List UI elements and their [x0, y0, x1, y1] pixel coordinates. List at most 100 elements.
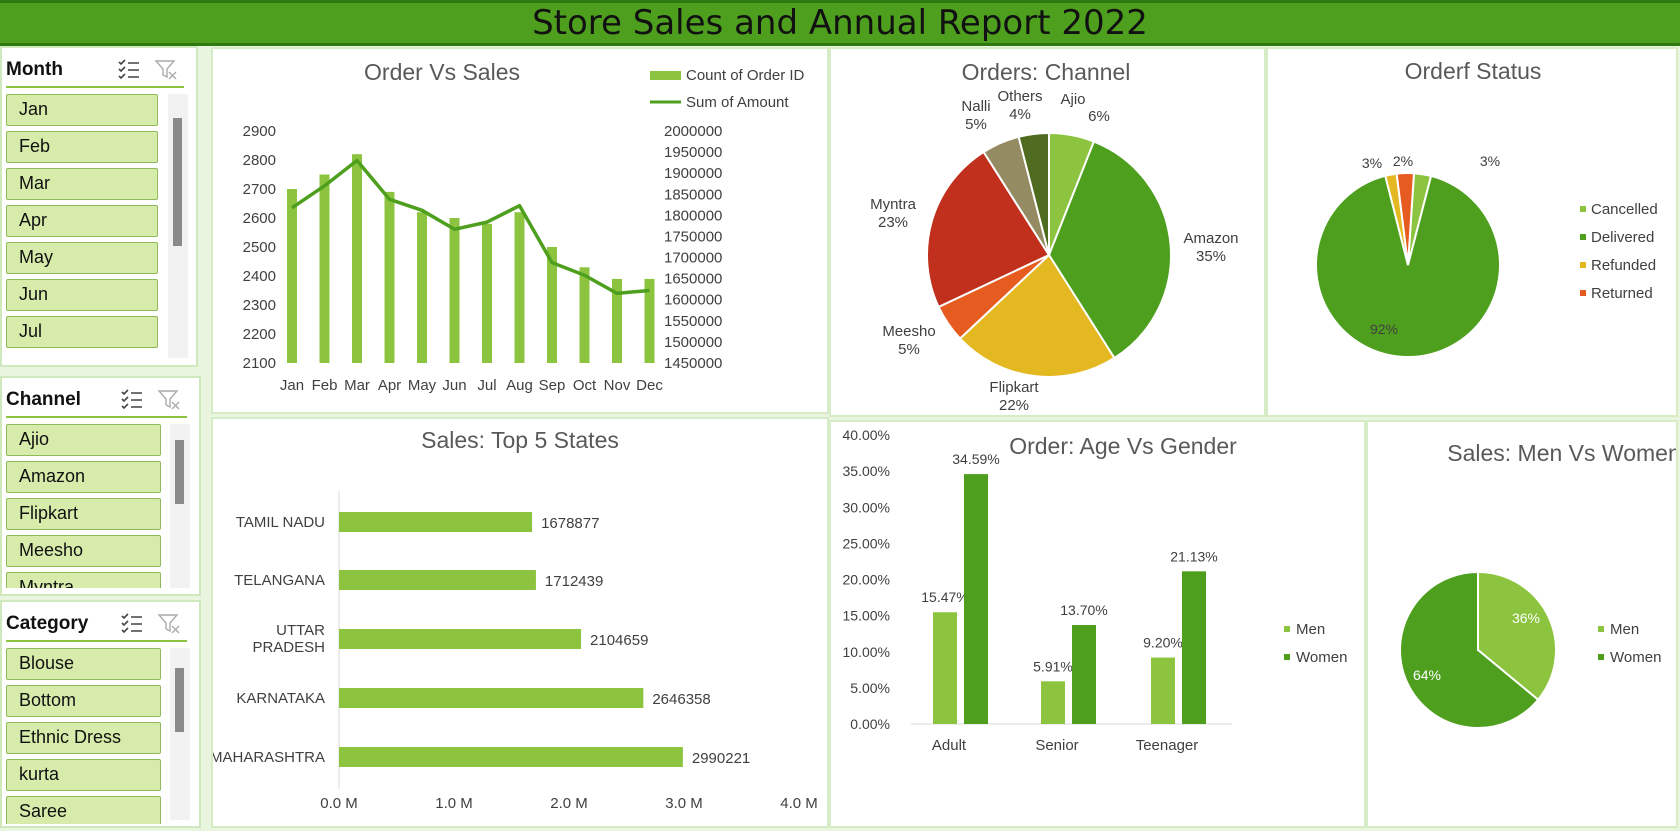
- y2-tick-label: 1550000: [664, 313, 722, 330]
- y-tick-label: 2700: [243, 181, 276, 198]
- channel-label: Flipkart: [989, 379, 1039, 396]
- channel-pct-label: 5%: [965, 116, 987, 133]
- category-slicer-item[interactable]: Ethnic Dress: [6, 722, 161, 754]
- legend-label: Returned: [1591, 285, 1653, 302]
- state-value-label: 2646358: [652, 691, 710, 708]
- x-tick-label: Jul: [477, 377, 496, 394]
- bar-value-label: 21.13%: [1170, 548, 1217, 564]
- channel-label: Nalli: [961, 98, 990, 115]
- multi-select-icon[interactable]: [121, 388, 143, 410]
- month-slicer-item[interactable]: Jul: [6, 316, 158, 348]
- y-tick-label: 2100: [243, 355, 276, 372]
- status-pct-label: 2%: [1393, 153, 1413, 169]
- multi-select-icon[interactable]: [118, 58, 140, 80]
- y2-tick-label: 1850000: [664, 186, 722, 203]
- bar-value-label: 9.20%: [1143, 635, 1183, 651]
- x-tick-label: Dec: [636, 377, 663, 394]
- month-slicer-item[interactable]: May: [6, 242, 158, 274]
- clear-filter-icon[interactable]: [157, 612, 181, 636]
- month-slicer-item[interactable]: Mar: [6, 168, 158, 200]
- status-slice: [1395, 172, 1416, 266]
- x-tick-label: Nov: [604, 377, 631, 394]
- month-slicer-item[interactable]: Jan: [6, 94, 158, 126]
- channel-slicer-item[interactable]: Ajio: [6, 424, 161, 456]
- status-pct-label: 92%: [1370, 321, 1398, 337]
- channel-slicer-item[interactable]: Meesho: [6, 535, 161, 567]
- bar-value-label: 15.47%: [921, 589, 968, 605]
- state-label: TAMIL NADU: [236, 514, 325, 531]
- clear-filter-icon[interactable]: [157, 388, 181, 412]
- legend-bar-marker: [650, 71, 681, 80]
- gender-pct-label: 36%: [1512, 610, 1540, 626]
- channel-slicer-item[interactable]: Myntra: [6, 572, 161, 588]
- state-bar: [339, 747, 683, 767]
- order-count-bar: [417, 212, 427, 363]
- state-value-label: 1678877: [541, 515, 599, 532]
- state-value-label: 1712439: [545, 573, 603, 590]
- chart-title: Sales: Top 5 States: [421, 427, 619, 453]
- chart-title: Orders: Channel: [962, 59, 1131, 85]
- channel-slicer-item[interactable]: Amazon: [6, 461, 161, 493]
- y-tick-label: 35.00%: [843, 463, 890, 479]
- y2-tick-label: 1900000: [664, 165, 722, 182]
- category-slicer-item[interactable]: Blouse: [6, 648, 161, 680]
- month-slicer: Month Jan Feb Mar Apr May Jun Jul: [0, 46, 198, 367]
- x-tick-label: Teenager: [1136, 737, 1199, 754]
- channel-label: Meesho: [882, 323, 935, 340]
- order-status-chart: Orderf Status 92% 3% 2% 3% Cancelled Delivered…: [1315, 58, 1658, 358]
- clear-filter-icon[interactable]: [154, 58, 178, 82]
- legend-marker: [1580, 234, 1586, 240]
- status-pct-label: 3%: [1362, 155, 1382, 171]
- y2-tick-label: 2000000: [664, 123, 722, 140]
- bar-value-label: 13.70%: [1060, 602, 1107, 618]
- category-slicer-item[interactable]: kurta: [6, 759, 161, 791]
- order-vs-sales-chart: Order Vs Sales Count of Order ID Sum of Am…: [243, 59, 805, 394]
- category-slicer-item[interactable]: Bottom: [6, 685, 161, 717]
- y-tick-label: 2300: [243, 297, 276, 314]
- y-tick-label: 10.00%: [843, 644, 890, 660]
- legend-label: Cancelled: [1591, 201, 1658, 218]
- x-tick-label: Feb: [312, 377, 338, 394]
- top-states-chart: Sales: Top 5 States TAMIL NADU 1678877 TELA…: [210, 427, 818, 812]
- gender-slice: [1477, 570, 1557, 702]
- legend-marker: [1598, 654, 1604, 660]
- men-bar: [933, 612, 957, 724]
- y2-tick-label: 1650000: [664, 271, 722, 288]
- chart-title: Orderf Status: [1405, 58, 1542, 84]
- channel-pct-label: 6%: [1088, 108, 1110, 125]
- multi-select-icon[interactable]: [121, 612, 143, 634]
- month-slicer-item[interactable]: Apr: [6, 205, 158, 237]
- channel-pct-label: 5%: [898, 341, 920, 358]
- channel-slicer: Channel Ajio Amazon Flipkart Meesho Myntra: [0, 376, 201, 596]
- month-slicer-item[interactable]: Jun: [6, 279, 158, 311]
- chart-title: Sales: Men Vs Women: [1447, 440, 1676, 466]
- bar-value-label: 34.59%: [952, 451, 999, 467]
- y-tick-label: 0.00%: [850, 716, 890, 732]
- state-label: MAHARASHTRA: [213, 749, 325, 766]
- state-bar: [339, 512, 533, 532]
- channel-slice: [1047, 140, 1172, 360]
- legend-marker: [1284, 654, 1290, 660]
- channel-slicer-item[interactable]: Flipkart: [6, 498, 161, 530]
- month-slicer-item[interactable]: Feb: [6, 131, 158, 163]
- state-label: TELANGANA: [234, 572, 325, 589]
- x-tick-label: 1.0 M: [435, 795, 473, 812]
- status-pct-label: 3%: [1480, 153, 1500, 169]
- legend-marker: [1580, 262, 1586, 268]
- order-count-bar: [319, 174, 330, 363]
- y2-tick-label: 1750000: [664, 228, 722, 245]
- gender-pct-label: 64%: [1413, 667, 1441, 683]
- category-slicer-item[interactable]: Saree: [6, 796, 161, 824]
- men-women-chart: Sales: Men Vs Women 36% 64% Men Women: [1399, 440, 1680, 729]
- report-banner: Store Sales and Annual Report 2022: [0, 0, 1680, 46]
- order-count-bar: [612, 278, 622, 363]
- status-slice: [1315, 174, 1501, 358]
- women-bar: [964, 474, 988, 724]
- men-bar: [1041, 681, 1065, 724]
- legend-label: Men: [1610, 621, 1639, 638]
- women-bar: [1072, 625, 1096, 724]
- x-tick-label: Sep: [539, 377, 566, 394]
- y-tick-label: 2500: [243, 239, 276, 256]
- orders-channel-panel: Orders: Channel Ajio 6% Amazon 35% Flipkart 22…: [829, 47, 1266, 417]
